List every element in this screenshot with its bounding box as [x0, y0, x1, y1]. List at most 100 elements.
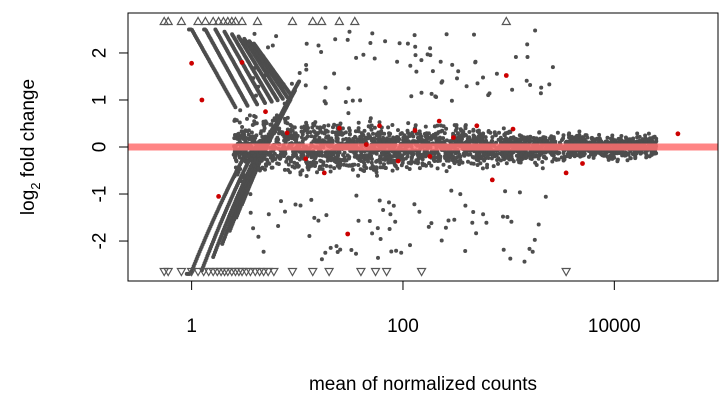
data-point [319, 50, 324, 54]
data-point [246, 136, 251, 141]
data-point [534, 136, 539, 141]
data-point [340, 126, 345, 131]
y-tick-label: -1 [90, 186, 111, 203]
data-point [333, 37, 338, 42]
data-point [334, 134, 339, 138]
data-point [245, 159, 250, 164]
data-point [466, 159, 470, 164]
data-point [327, 138, 332, 143]
data-point [279, 114, 284, 119]
data-point [447, 165, 452, 169]
data-point [402, 151, 407, 156]
data-point [299, 125, 304, 130]
data-point [489, 156, 494, 161]
x-tick-label: 1 [186, 316, 197, 337]
data-point [393, 219, 398, 224]
data-point [477, 152, 482, 157]
data-point [270, 165, 275, 170]
y-axis-title-rest: fold change [18, 79, 39, 183]
data-point [368, 41, 373, 45]
data-point [321, 160, 326, 165]
outlier-down-triangle [163, 267, 174, 277]
data-point [539, 85, 544, 90]
data-point [379, 131, 384, 136]
data-point [407, 167, 412, 171]
data-point [530, 249, 535, 254]
data-point [430, 69, 435, 74]
outlier-up-triangle [230, 16, 241, 26]
data-point [252, 119, 257, 124]
significant-point [436, 118, 442, 124]
data-point [452, 217, 457, 222]
data-point [391, 135, 396, 140]
data-point [582, 151, 587, 156]
data-point [417, 166, 422, 171]
data-point [407, 139, 411, 144]
data-point [299, 135, 304, 140]
data-point [240, 132, 245, 137]
data-point [375, 226, 380, 231]
data-point [464, 133, 468, 138]
data-point [359, 155, 363, 160]
data-point [354, 193, 359, 198]
data-point [325, 158, 330, 163]
data-point [246, 42, 251, 47]
data-point [315, 170, 319, 175]
data-point [248, 164, 253, 169]
data-point [352, 162, 357, 167]
data-point [501, 126, 506, 131]
data-point [293, 131, 298, 136]
data-point [349, 248, 354, 252]
outlier-up-triangle [307, 16, 318, 26]
data-point [538, 136, 543, 141]
data-point [386, 125, 391, 130]
data-point [255, 102, 260, 107]
data-point [528, 83, 533, 87]
data-point [517, 137, 522, 142]
significant-point [580, 161, 585, 166]
data-point [583, 133, 588, 138]
data-point [289, 124, 294, 129]
data-point [536, 222, 541, 227]
data-point [289, 81, 294, 86]
data-point [523, 153, 528, 158]
data-point [533, 160, 538, 165]
data-point [273, 157, 278, 162]
significant-point [377, 123, 382, 129]
data-point [258, 157, 263, 162]
data-point [306, 167, 311, 172]
data-point [394, 135, 399, 140]
data-point [538, 91, 543, 96]
data-point [258, 131, 263, 136]
data-point [404, 165, 409, 170]
data-point [542, 155, 547, 159]
data-point [643, 138, 648, 143]
data-point [586, 154, 591, 159]
data-point [347, 132, 352, 137]
data-point [643, 150, 647, 155]
data-point [532, 237, 537, 242]
data-point [314, 132, 319, 137]
data-point [609, 136, 613, 141]
data-point [397, 41, 402, 46]
data-point [449, 98, 454, 103]
data-point [256, 153, 261, 158]
axes: 1 100 10000 -2 -1 0 1 2 [90, 48, 641, 337]
data-point [286, 162, 291, 167]
data-point [615, 157, 620, 162]
data-point [356, 218, 361, 223]
data-point [577, 129, 582, 134]
data-point [346, 111, 351, 116]
data-point [277, 131, 281, 136]
data-point [599, 139, 604, 144]
data-point [484, 220, 489, 225]
data-point [232, 136, 237, 141]
data-point [494, 71, 499, 76]
data-point [233, 105, 238, 110]
data-point [324, 134, 329, 139]
data-point [329, 156, 334, 161]
data-point [339, 132, 344, 137]
data-point [527, 135, 532, 140]
data-point [420, 153, 425, 157]
data-point [407, 133, 412, 138]
